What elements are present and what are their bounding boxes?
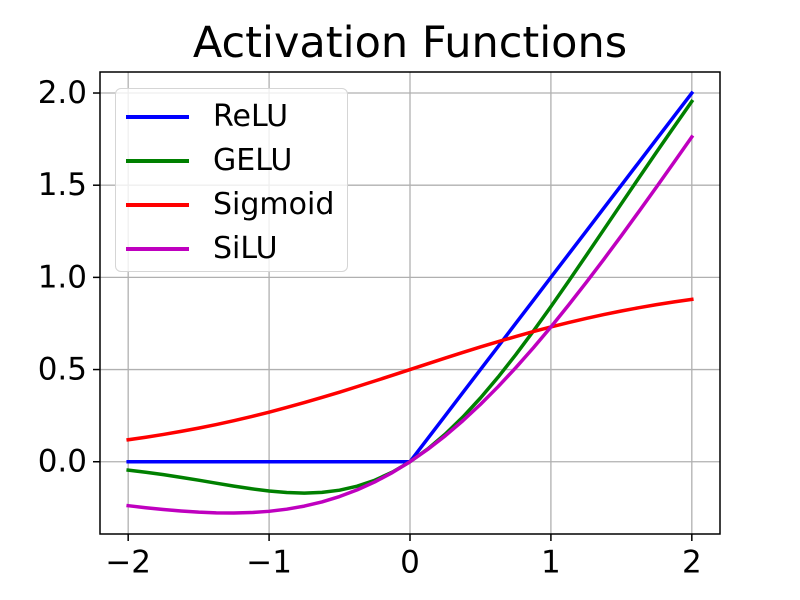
legend-line-swatch-silu xyxy=(126,247,189,251)
legend-line-swatch-gelu xyxy=(126,159,189,163)
legend-label: ReLU xyxy=(213,99,289,134)
curve-sigmoid xyxy=(126,297,694,442)
legend-line-swatch-sigmoid xyxy=(126,203,189,207)
legend: ReLU GELU Sigmoid SiLU xyxy=(115,88,348,272)
legend-item-relu: ReLU xyxy=(126,95,347,139)
curve-silu xyxy=(126,134,695,515)
x-tick-label: 1 xyxy=(541,544,561,580)
legend-line-swatch-relu xyxy=(126,115,189,119)
legend-item-gelu: GELU xyxy=(126,139,347,183)
legend-label: GELU xyxy=(213,143,293,178)
y-tick-label: 2.0 xyxy=(38,75,87,111)
legend-item-sigmoid: Sigmoid xyxy=(126,183,347,227)
x-tick-label: 2 xyxy=(682,544,702,580)
y-tick-label: 0.5 xyxy=(38,352,87,388)
y-tick-label: 1.0 xyxy=(38,259,87,295)
chart-title: Activation Functions xyxy=(192,18,628,68)
y-tick-label: 0.0 xyxy=(38,444,87,480)
x-tick-label: −2 xyxy=(105,544,151,580)
x-tick-label: −1 xyxy=(246,544,292,580)
legend-label: SiLU xyxy=(213,231,278,266)
legend-item-silu: SiLU xyxy=(126,227,347,271)
y-tick-label: 1.5 xyxy=(38,167,87,203)
legend-label: Sigmoid xyxy=(213,187,335,222)
x-tick-label: 0 xyxy=(400,544,420,580)
